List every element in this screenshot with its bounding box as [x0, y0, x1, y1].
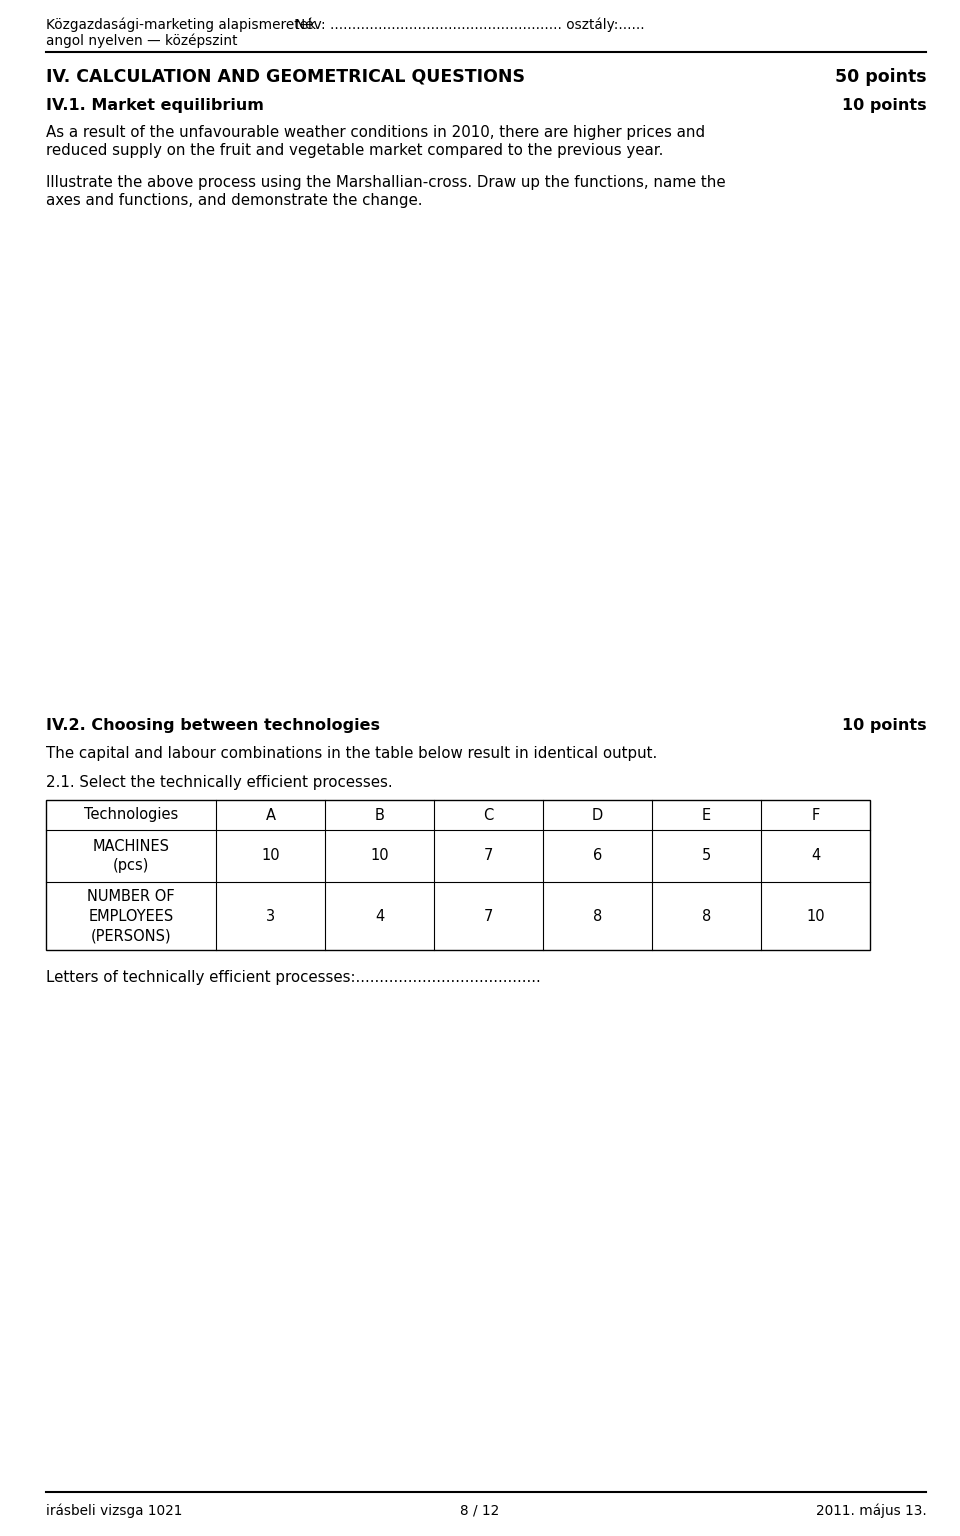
Text: 2011. május 13.: 2011. május 13.	[816, 1504, 926, 1519]
Text: 5: 5	[702, 848, 711, 863]
Text: 10: 10	[261, 848, 280, 863]
Text: IV. CALCULATION AND GEOMETRICAL QUESTIONS: IV. CALCULATION AND GEOMETRICAL QUESTION…	[46, 68, 525, 86]
Text: C: C	[484, 808, 493, 822]
Bar	[46, 800, 870, 949]
Text: 4: 4	[375, 908, 384, 923]
Text: 8: 8	[702, 908, 711, 923]
Text: NUMBER OF
EMPLOYEES
(PERSONS): NUMBER OF EMPLOYEES (PERSONS)	[87, 889, 175, 943]
Text: A: A	[266, 808, 276, 822]
Text: angol nyelven — középszint: angol nyelven — középszint	[46, 34, 237, 49]
Text: 7: 7	[484, 848, 493, 863]
Text: 10 points: 10 points	[842, 98, 926, 114]
Text: Technologies: Technologies	[84, 808, 179, 822]
Text: MACHINES
(pcs): MACHINES (pcs)	[93, 839, 170, 874]
Text: Közgazdasági-marketing alapismeretek: Közgazdasági-marketing alapismeretek	[46, 18, 316, 32]
Text: The capital and labour combinations in the table below result in identical outpu: The capital and labour combinations in t…	[46, 746, 658, 760]
Text: As a result of the unfavourable weather conditions in 2010, there are higher pri: As a result of the unfavourable weather …	[46, 124, 706, 140]
Text: Letters of technically efficient processes:.....................................: Letters of technically efficient process…	[46, 971, 540, 985]
Text: IV.1. Market equilibrium: IV.1. Market equilibrium	[46, 98, 264, 114]
Text: 10: 10	[806, 908, 825, 923]
Text: 4: 4	[811, 848, 820, 863]
Text: irásbeli vizsga 1021: irásbeli vizsga 1021	[46, 1504, 182, 1519]
Text: 10: 10	[371, 848, 389, 863]
Text: B: B	[374, 808, 385, 822]
Text: 6: 6	[593, 848, 602, 863]
Text: 8 / 12: 8 / 12	[461, 1504, 499, 1518]
Text: axes and functions, and demonstrate the change.: axes and functions, and demonstrate the …	[46, 194, 422, 207]
Text: 50 points: 50 points	[835, 68, 926, 86]
Text: 7: 7	[484, 908, 493, 923]
Text: 2.1. Select the technically efficient processes.: 2.1. Select the technically efficient pr…	[46, 776, 393, 790]
Text: reduced supply on the fruit and vegetable market compared to the previous year.: reduced supply on the fruit and vegetabl…	[46, 143, 663, 158]
Text: Név: ..................................................... osztály:......: Név: ...................................…	[295, 18, 644, 32]
Text: 3: 3	[266, 908, 276, 923]
Text: IV.2. Choosing between technologies: IV.2. Choosing between technologies	[46, 717, 380, 733]
Text: Illustrate the above process using the Marshallian-cross. Draw up the functions,: Illustrate the above process using the M…	[46, 175, 726, 190]
Text: 10 points: 10 points	[842, 717, 926, 733]
Text: 8: 8	[593, 908, 602, 923]
Text: D: D	[592, 808, 603, 822]
Text: E: E	[702, 808, 711, 822]
Text: F: F	[811, 808, 820, 822]
